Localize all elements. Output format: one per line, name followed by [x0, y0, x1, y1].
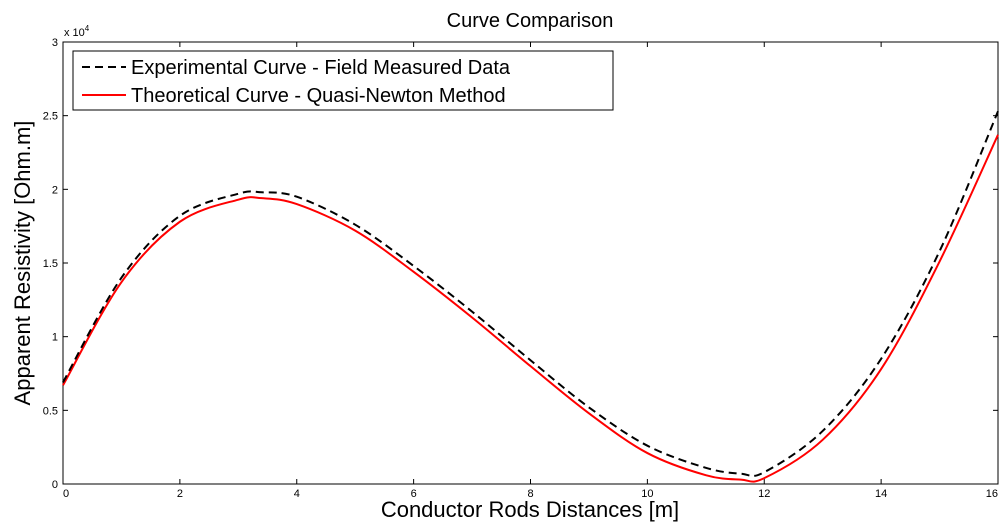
series-line-experimental — [62, 110, 999, 477]
x-axis-title: Conductor Rods Distances [m] — [381, 497, 679, 522]
chart-title: Curve Comparison — [447, 10, 614, 32]
series-line-theoretical — [62, 134, 999, 483]
y-axis-ticks: 0 0.5 1 1.5 2 2.5 3 — [43, 37, 998, 491]
y-exponent-base: x 10 — [64, 27, 85, 39]
x-tick-label: 10 — [641, 488, 653, 500]
svg-text:x 104: x 104 — [64, 24, 90, 39]
y-axis-title: Apparent Resistivity [Ohm.m] — [10, 121, 35, 406]
x-tick-label: 12 — [758, 488, 770, 500]
series-lines — [62, 110, 999, 483]
x-tick-label: 8 — [527, 488, 533, 500]
y-tick-label: 2.5 — [43, 111, 58, 123]
legend: Experimental Curve - Field Measured Data… — [72, 50, 614, 111]
y-tick-label: 0.5 — [43, 405, 58, 417]
x-tick-label: 6 — [411, 488, 417, 500]
y-axis-exponent: x 104 — [64, 24, 90, 39]
y-exponent-power: 4 — [85, 24, 90, 33]
x-tick-label: 4 — [294, 488, 300, 500]
y-tick-label: 3 — [52, 37, 58, 49]
x-axis-ticks: 0 2 4 6 8 10 12 14 16 — [62, 42, 999, 500]
y-tick-label: 1.5 — [43, 258, 58, 270]
y-tick-label: 0 — [52, 479, 58, 491]
x-tick-label: 16 — [986, 488, 998, 500]
legend-box — [72, 50, 614, 111]
x-tick-label: 0 — [63, 488, 69, 500]
x-tick-label: 14 — [875, 488, 887, 500]
y-tick-label: 2 — [52, 184, 58, 196]
legend-label-theoretical: Theoretical Curve - Quasi-Newton Method — [131, 85, 506, 107]
legend-label-experimental: Experimental Curve - Field Measured Data — [131, 57, 511, 79]
y-tick-label: 1 — [52, 332, 58, 344]
x-tick-label: 2 — [177, 488, 183, 500]
